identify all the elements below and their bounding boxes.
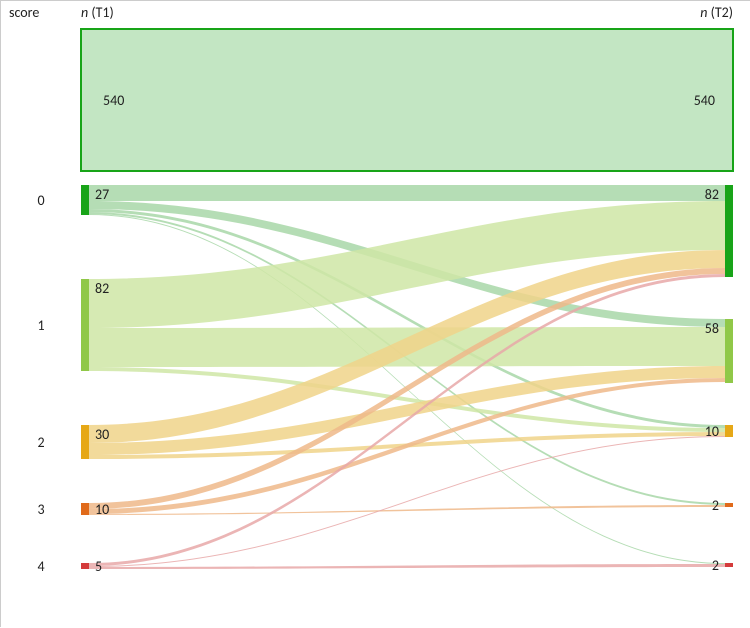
sankey-chart: scoren (T1)n (T2)54054027823010582581022… — [0, 0, 750, 627]
right-node-label-3: 2 — [712, 497, 719, 514]
left-node-1 — [81, 279, 89, 371]
left-node-label-4: 5 — [95, 558, 102, 575]
top-box-left-label: 540 — [103, 92, 124, 109]
right-node-label-4: 2 — [712, 557, 719, 574]
score-label-4: 4 — [37, 558, 44, 575]
score-label-1: 1 — [37, 317, 44, 334]
score-label-2: 2 — [37, 434, 44, 451]
left-node-label-0: 27 — [95, 186, 109, 203]
left-node-label-2: 30 — [95, 426, 109, 443]
sankey-svg: scoren (T1)n (T2)54054027823010582581022… — [1, 1, 750, 628]
header-left: n (T1) — [81, 4, 114, 21]
right-node-label-1: 58 — [705, 320, 719, 337]
score-label-0: 0 — [37, 192, 44, 209]
left-node-label-3: 10 — [95, 501, 109, 518]
left-node-0 — [81, 185, 89, 215]
right-node-1 — [725, 319, 733, 383]
left-node-3 — [81, 503, 89, 515]
header-score: score — [9, 4, 39, 21]
left-node-label-1: 82 — [95, 280, 109, 297]
left-node-2 — [81, 425, 89, 459]
right-node-4 — [725, 563, 733, 567]
top-box-right-label: 540 — [694, 92, 715, 109]
right-node-0 — [725, 185, 733, 277]
header-right: n (T2) — [700, 4, 733, 21]
right-node-label-2: 10 — [705, 423, 719, 440]
right-node-label-0: 82 — [705, 186, 719, 203]
left-node-4 — [81, 563, 89, 569]
right-node-3 — [725, 503, 733, 507]
flow-0-to-0 — [89, 185, 725, 201]
right-node-2 — [725, 425, 733, 437]
score-label-3: 3 — [37, 501, 44, 518]
top-flow-box — [81, 29, 733, 171]
